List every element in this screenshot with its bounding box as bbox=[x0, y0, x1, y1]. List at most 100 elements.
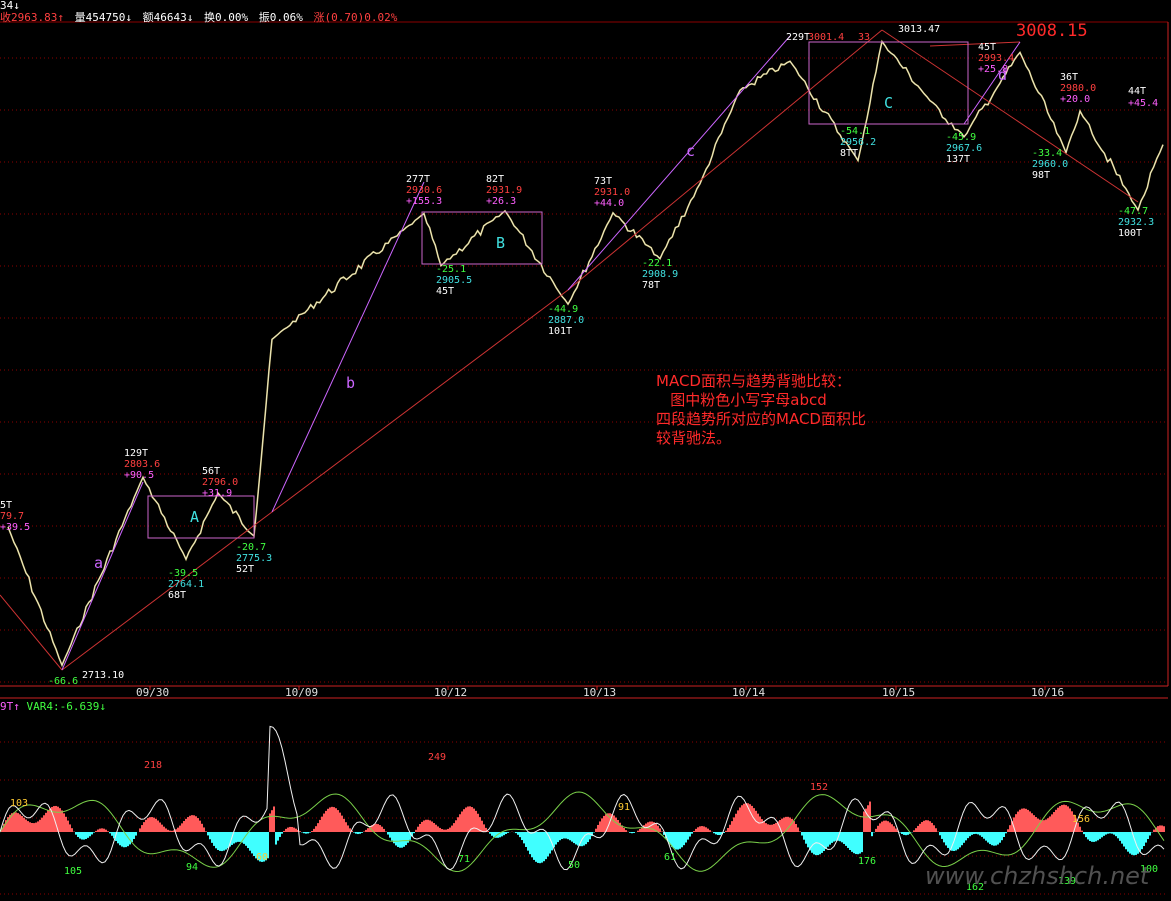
zhongshu-box bbox=[421, 211, 543, 265]
trend-line bbox=[271, 289, 569, 513]
pivot-label: 2803.6 bbox=[124, 459, 160, 470]
x-tick-label: 10/16 bbox=[1031, 686, 1064, 699]
indicator-value-label: 91 bbox=[618, 802, 630, 813]
oscillator-line bbox=[0, 725, 1165, 871]
pivot-label: 2905.5 bbox=[436, 275, 472, 286]
pivot-label: 78T bbox=[642, 280, 660, 291]
pivot-label: 3008.15 bbox=[1016, 21, 1088, 41]
pivot-label: 73T bbox=[594, 176, 612, 187]
change: 涨(0.70)0.02% bbox=[313, 11, 398, 24]
var4-line bbox=[0, 791, 1165, 873]
pivot-label: +155.3 bbox=[406, 196, 442, 207]
pivot-label: +44.0 bbox=[594, 198, 624, 209]
pivot-label: 33 bbox=[858, 32, 870, 43]
pivot-label: 137T bbox=[946, 154, 970, 165]
pivot-label: 2931.9 bbox=[486, 185, 522, 196]
pivot-label: 101T bbox=[548, 326, 572, 337]
indicator-value-label: 103 bbox=[10, 798, 28, 809]
indicator-value-label: 50 bbox=[568, 860, 580, 871]
x-tick-label: 10/14 bbox=[732, 686, 765, 699]
pivot-label: 5T bbox=[0, 500, 12, 511]
pivot-label: 2764.1 bbox=[168, 579, 204, 590]
x-tick-label: 10/15 bbox=[882, 686, 915, 699]
indicator-value-label: 61 bbox=[664, 852, 676, 863]
pivot-label: 36T bbox=[1060, 72, 1078, 83]
indicator-value-label: 60 bbox=[256, 852, 268, 863]
annotation-line: 四段趋势所对应的MACD面积比 bbox=[656, 410, 866, 428]
trend-line bbox=[567, 29, 883, 291]
pivot-label: 2932.3 bbox=[1118, 217, 1154, 228]
pivot-label: 68T bbox=[168, 590, 186, 601]
pivot-label: +45.4 bbox=[1128, 98, 1158, 109]
indicator-value-label: 162 bbox=[966, 882, 984, 893]
pivot-label: 45T bbox=[436, 286, 454, 297]
pivot-label: 100T bbox=[1118, 228, 1142, 239]
pivot-label: +90.5 bbox=[124, 470, 154, 481]
box-label: C bbox=[884, 94, 893, 112]
watermark: www.chzhshch.net bbox=[925, 862, 1150, 890]
pivot-label: 3013.47 bbox=[898, 24, 940, 35]
pivot-label: 79.7 bbox=[0, 511, 24, 522]
pivot-label: +26.3 bbox=[486, 196, 516, 207]
volume: 量454750↓ bbox=[74, 11, 132, 24]
segment-line bbox=[61, 481, 144, 671]
pivot-label: 277T bbox=[406, 174, 430, 185]
turnover: 换0.00% bbox=[203, 11, 249, 24]
pivot-label: -45.9 bbox=[946, 132, 976, 143]
pivot-label: 98T bbox=[1032, 170, 1050, 181]
pivot-label: -44.9 bbox=[548, 304, 578, 315]
pivot-label: -33.4 bbox=[1032, 148, 1062, 159]
pivot-label: 2956.2 bbox=[840, 137, 876, 148]
pivot-label: -22.1 bbox=[642, 258, 672, 269]
trend-line bbox=[0, 594, 63, 671]
pivot-label: 52T bbox=[236, 564, 254, 575]
zhongshu-box bbox=[808, 41, 969, 125]
indicator-value-label: 94 bbox=[186, 862, 198, 873]
indicator-value-label: 105 bbox=[64, 866, 82, 877]
pivot-label: +20.0 bbox=[1060, 94, 1090, 105]
indicator-value-label: 71 bbox=[458, 854, 470, 865]
pivot-label: +39.5 bbox=[0, 522, 30, 533]
zhongshu-box bbox=[147, 495, 255, 539]
pivot-label: 2908.9 bbox=[642, 269, 678, 280]
pivot-label: 8TT bbox=[840, 148, 858, 159]
segment-label: b bbox=[346, 374, 355, 392]
amplitude: 振0.06% bbox=[258, 11, 303, 24]
pivot-label: 129T bbox=[124, 448, 148, 459]
segment-label: c bbox=[686, 142, 695, 160]
annotation-line: 图中粉色小写字母abcd bbox=[656, 391, 827, 409]
segment-line bbox=[271, 181, 425, 513]
pivot-label: 45T bbox=[978, 42, 996, 53]
pivot-label: -66.6 bbox=[48, 676, 78, 687]
pivot-label: +31.9 bbox=[202, 488, 232, 499]
indicator-value-label: 152 bbox=[810, 782, 828, 793]
indicator-value-label: 249 bbox=[428, 752, 446, 763]
pivot-label: -25.1 bbox=[436, 264, 466, 275]
indicator-value-label: 218 bbox=[144, 760, 162, 771]
indicator-left: 9T↑ bbox=[0, 700, 20, 713]
pivot-label: 3001.4 bbox=[808, 32, 844, 43]
annotation-line: MACD面积与趋势背驰比较： bbox=[656, 372, 851, 390]
pivot-label: -20.7 bbox=[236, 542, 266, 553]
pivot-label: -54.1 bbox=[840, 126, 870, 137]
x-tick-label: 09/30 bbox=[136, 686, 169, 699]
amount: 额46643↓ bbox=[142, 11, 194, 24]
quote-header: 34↓ 收2963.83↑ 量454750↓ 额46643↓ 换0.00% 振0… bbox=[0, 0, 401, 25]
segment-label: d bbox=[998, 66, 1007, 84]
pivot-label: -47.7 bbox=[1118, 206, 1148, 217]
indicator-value-label: 100 bbox=[1140, 864, 1158, 875]
box-label: A bbox=[190, 508, 199, 526]
annotation-text: MACD面积与趋势背驰比较： 图中粉色小写字母abcd 四段趋势所对应的MACD面… bbox=[656, 372, 866, 448]
trend-line bbox=[881, 29, 1139, 203]
pivot-label: 2931.0 bbox=[594, 187, 630, 198]
pivot-label: 2930.6 bbox=[406, 185, 442, 196]
pivot-label: 2775.3 bbox=[236, 553, 272, 564]
pivot-label: -39.5 bbox=[168, 568, 198, 579]
indicator-header: 9T↑ VAR4:-6.639↓ bbox=[0, 700, 106, 713]
pivot-label: 229T bbox=[786, 32, 810, 43]
x-tick-label: 10/12 bbox=[434, 686, 467, 699]
box-label: B bbox=[496, 234, 505, 252]
pivot-label: +25.8 bbox=[978, 64, 1008, 75]
